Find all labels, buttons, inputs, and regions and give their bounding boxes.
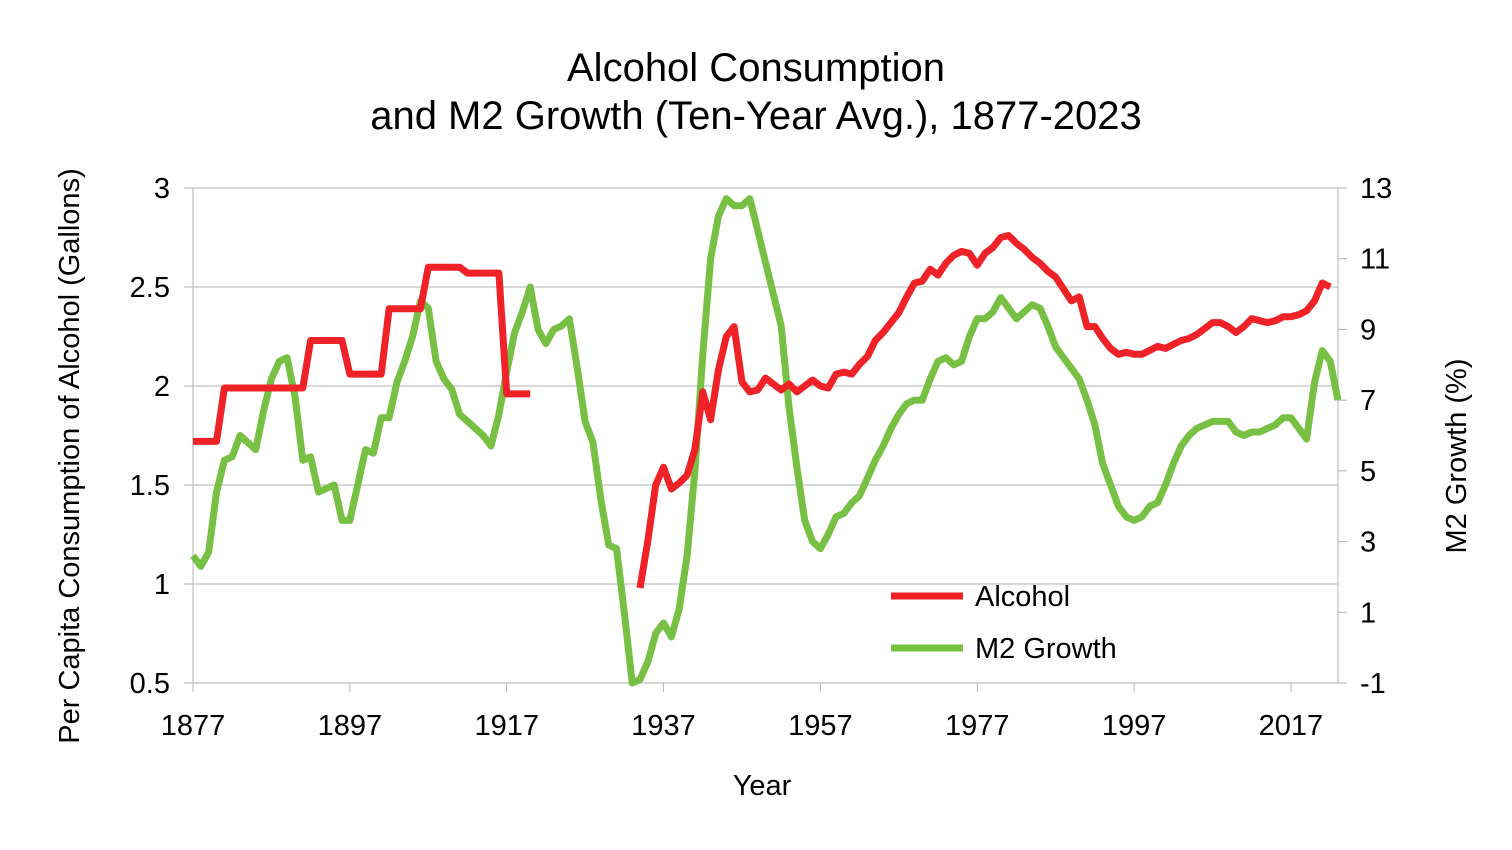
y-right-tick-label-13: 13 [1360, 173, 1392, 205]
y-right-tick-label-1: 1 [1360, 597, 1376, 629]
x-tick-label-1877: 1877 [161, 710, 226, 742]
y-right-tick-label--1: -1 [1360, 668, 1386, 700]
y-left-tick-label-3: 3 [154, 173, 170, 205]
x-axis-label: Year [733, 770, 792, 802]
x-tick-labels: 1877 1897 1917 1937 1957 1977 1997 2017 [161, 710, 1323, 742]
y-right-tick-label-11: 11 [1360, 244, 1390, 276]
y-left-tick-label-0.5: 0.5 [130, 668, 170, 700]
series-lines [190, 195, 1342, 687]
x-tick-label-1917: 1917 [474, 710, 539, 742]
x-tick-label-1937: 1937 [631, 710, 696, 742]
y-right-tick-label-9: 9 [1360, 314, 1376, 346]
x-tick-label-1957: 1957 [788, 710, 853, 742]
y-right-tick-label-3: 3 [1360, 527, 1376, 559]
y-left-tick-label-2: 2 [154, 371, 170, 403]
y-right-tick-label-5: 5 [1360, 456, 1376, 488]
chart-title-line-2: and M2 Growth (Ten-Year Avg.), 1877-2023 [370, 94, 1142, 138]
legend-label-alcohol: Alcohol [975, 581, 1070, 613]
y-right-tick-label-7: 7 [1360, 385, 1376, 417]
y-left-tick-label-1: 1 [154, 569, 170, 601]
chart-title-line-1: Alcohol Consumption [567, 46, 945, 90]
y-left-tick-labels: 0.5 1 1.5 2 2.5 3 [130, 173, 170, 700]
plot-axes [184, 187, 1347, 692]
series-line-alcohol-segment-0 [193, 263, 531, 445]
y-left-tick-label-2.5: 2.5 [130, 272, 170, 304]
chart-title: Alcohol Consumption and M2 Growth (Ten-Y… [370, 46, 1142, 138]
legend: Alcohol M2 Growth [891, 581, 1117, 665]
x-tick-label-2017: 2017 [1259, 710, 1324, 742]
series-line-alcohol-segment-1 [636, 232, 1332, 589]
y-right-axis-label: M2 Growth (%) [1441, 359, 1473, 554]
x-tick-label-1997: 1997 [1102, 710, 1167, 742]
x-tick-label-1977: 1977 [945, 710, 1010, 742]
series-line-m2-growth-segment-0 [190, 195, 1342, 687]
y-left-tick-label-1.5: 1.5 [130, 470, 170, 502]
legend-label-m2-growth: M2 Growth [975, 633, 1117, 665]
x-tick-label-1897: 1897 [318, 710, 383, 742]
y-left-axis-label: Per Capita Consumption of Alcohol (Gallo… [54, 168, 86, 743]
